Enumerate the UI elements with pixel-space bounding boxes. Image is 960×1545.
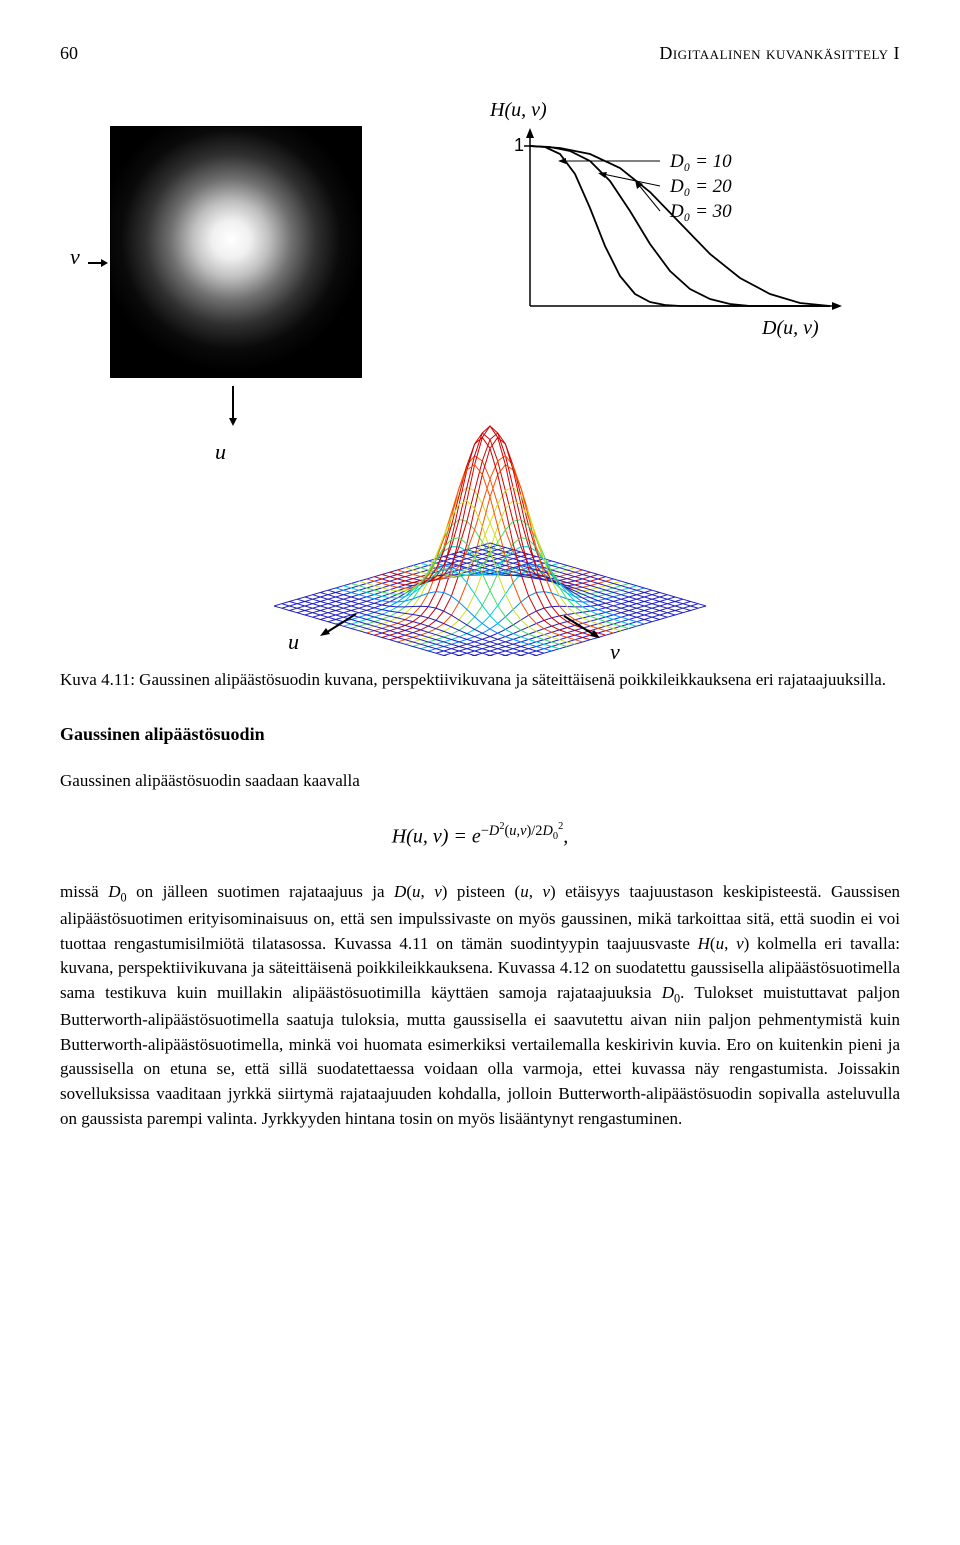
surface-v-label: v <box>610 636 620 668</box>
surface-arrow-u-icon <box>318 612 358 638</box>
page-number: 60 <box>60 40 78 66</box>
plot-tick-1: 1 <box>514 132 524 158</box>
section-intro: Gaussinen alipäästösuodin saadaan kaaval… <box>60 769 900 794</box>
page-header: 60 Digitaalinen kuvankäsittely I <box>60 40 900 66</box>
arrow-u-icon <box>226 386 240 426</box>
surface-arrow-v-icon <box>562 614 602 640</box>
curve-label-d0-20: D₀ = 20 <box>670 173 732 201</box>
axis-label-v: v <box>70 241 80 273</box>
arrow-v-icon <box>88 256 108 270</box>
plot-x-label: D(u, v) <box>762 314 819 343</box>
surface-u-label: u <box>288 626 299 658</box>
axis-label-u: u <box>215 436 226 468</box>
surface-plot <box>260 316 720 656</box>
section-body: missä D0 on jälleen suotimen rajataajuus… <box>60 880 900 1131</box>
curve-label-d0-10: D₀ = 10 <box>670 148 732 176</box>
running-title: Digitaalinen kuvankäsittely I <box>659 40 900 66</box>
figure-4-11: v u H(u, v) 1 D₀ = 10 D₀ = 20 D₀ = 3 <box>60 96 900 656</box>
formula: H(u, v) = e−D2(u,v)/2D02, <box>60 819 900 851</box>
section-heading: Gaussinen alipäästösuodin <box>60 721 900 747</box>
plot-y-label: H(u, v) <box>490 96 547 125</box>
figure-caption: Kuva 4.11: Gaussinen alipäästösuodin kuv… <box>60 668 900 693</box>
curve-label-d0-30: D₀ = 30 <box>670 198 732 226</box>
